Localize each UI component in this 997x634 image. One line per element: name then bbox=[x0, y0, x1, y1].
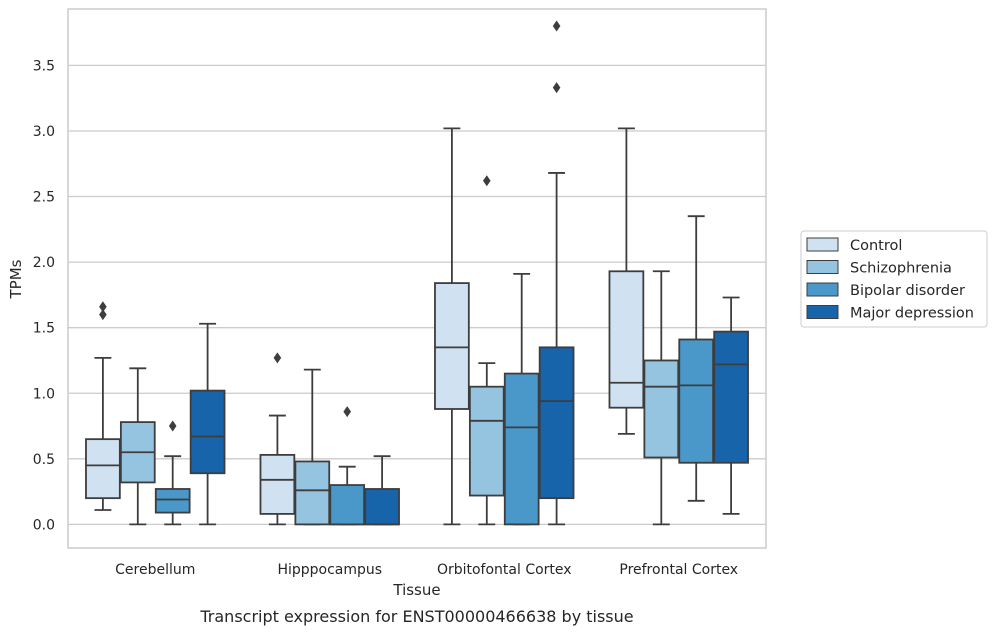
y-tick-label: 2.0 bbox=[33, 255, 55, 271]
outlier-point bbox=[99, 301, 107, 313]
box-3-0 bbox=[189, 322, 226, 526]
box-3-1 bbox=[364, 455, 400, 526]
y-tick-label: 3.0 bbox=[33, 124, 55, 140]
x-axis-label: Tissue bbox=[392, 581, 440, 599]
box-2-3 bbox=[678, 215, 715, 502]
y-axis-ticks: 0.0 0.5 1.0 1.5 2.0 2.5 3.0 3.5 bbox=[33, 58, 55, 533]
box-iqr bbox=[85, 438, 121, 500]
y-axis-label: TPMs bbox=[7, 259, 25, 299]
box-1-1 bbox=[294, 368, 331, 526]
box-iqr bbox=[468, 385, 505, 497]
box-iqr bbox=[189, 389, 226, 475]
x-tick-label: Cerebellum bbox=[115, 562, 195, 578]
box-iqr bbox=[329, 484, 366, 526]
box-3-2 bbox=[538, 20, 575, 526]
box-iqr bbox=[608, 270, 645, 409]
box-2-2 bbox=[503, 273, 540, 526]
box-2-0 bbox=[154, 420, 191, 526]
legend-entry-label: Control bbox=[850, 238, 902, 254]
box-3-3 bbox=[713, 296, 749, 515]
box-iqr bbox=[713, 330, 749, 464]
outlier-point bbox=[99, 309, 107, 321]
x-axis-ticks: Cerebellum Hipppocampus Orbitofontal Corte… bbox=[115, 562, 738, 578]
outlier-point bbox=[168, 420, 177, 432]
legend-swatch bbox=[806, 237, 839, 252]
outlier-point bbox=[343, 406, 351, 418]
legend-swatch bbox=[806, 282, 839, 297]
legend-entry-label: Major depression bbox=[850, 306, 974, 322]
box-0-1 bbox=[259, 352, 296, 526]
box-iqr bbox=[294, 460, 331, 526]
box-1-2 bbox=[468, 175, 505, 526]
x-tick-label: Hipppocampus bbox=[277, 562, 382, 578]
legend-entry-label: Bipolar disorder bbox=[850, 283, 965, 299]
x-tick-label: Prefrontal Cortex bbox=[619, 562, 738, 578]
legend-entry-label: Schizophrenia bbox=[850, 261, 952, 277]
box-1-3 bbox=[643, 270, 680, 526]
box-iqr bbox=[503, 372, 540, 526]
box-iqr bbox=[364, 488, 400, 526]
box-0-0 bbox=[85, 301, 121, 511]
chart-caption: Transcript expression for ENST0000046663… bbox=[199, 607, 633, 626]
outlier-point bbox=[552, 82, 561, 94]
outlier-point bbox=[552, 20, 561, 32]
outlier-point bbox=[273, 352, 282, 364]
box-iqr bbox=[154, 488, 191, 514]
box-0-2 bbox=[434, 127, 470, 526]
y-tick-label: 0.5 bbox=[33, 452, 55, 468]
gridlines bbox=[68, 64, 766, 526]
box-iqr bbox=[538, 346, 575, 500]
box-1-0 bbox=[119, 367, 156, 526]
box-0-3 bbox=[608, 127, 645, 435]
y-tick-label: 3.5 bbox=[33, 58, 55, 74]
y-tick-label: 1.5 bbox=[33, 321, 55, 337]
plot-area bbox=[67, 8, 767, 549]
boxes bbox=[85, 20, 749, 526]
y-tick-label: 2.5 bbox=[33, 190, 55, 206]
box-2-1 bbox=[329, 406, 366, 526]
outlier-point bbox=[483, 175, 491, 187]
legend-frame bbox=[800, 230, 988, 328]
box-iqr bbox=[678, 338, 715, 464]
legend-swatch bbox=[806, 260, 839, 274]
box-iqr bbox=[643, 359, 680, 459]
legend-swatch bbox=[806, 305, 839, 319]
x-tick-label: Orbitofontal Cortex bbox=[437, 562, 572, 578]
y-tick-label: 0.0 bbox=[33, 517, 55, 533]
legend: Control Schizophrenia Bipolar disorder Majo… bbox=[800, 230, 988, 328]
y-tick-label: 1.0 bbox=[33, 386, 55, 402]
box-iqr bbox=[259, 453, 296, 515]
box-iqr bbox=[434, 282, 470, 410]
